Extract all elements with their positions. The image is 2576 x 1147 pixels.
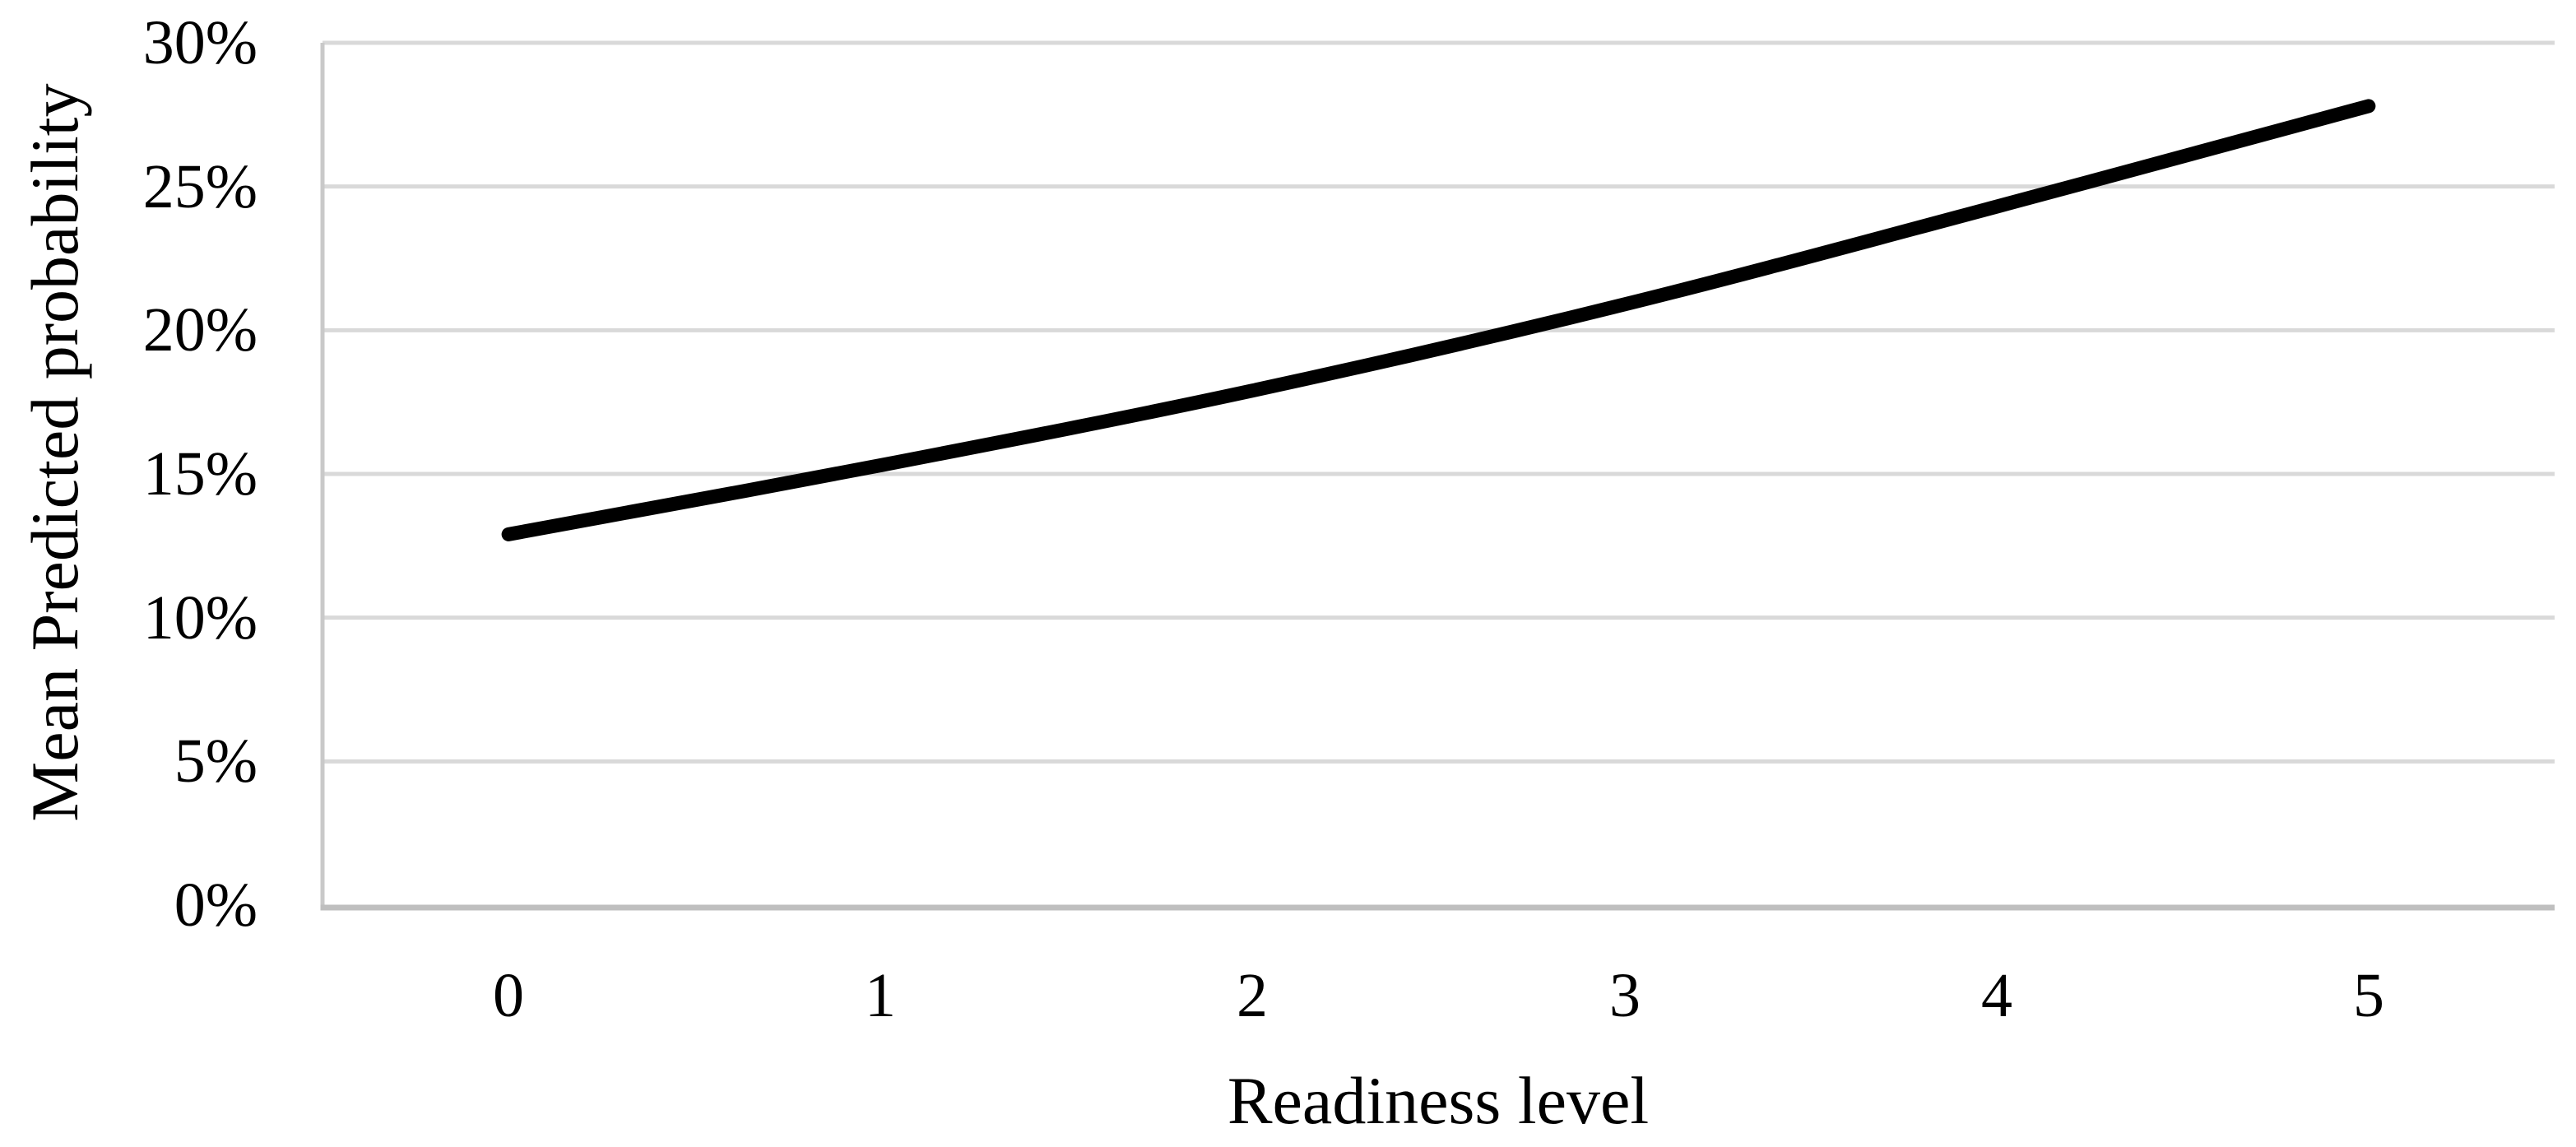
x-tick-label: 1 (865, 961, 896, 1030)
x-tick-label: 0 (493, 961, 524, 1030)
y-tick-label: 20% (142, 295, 258, 365)
y-tick-label: 15% (142, 439, 258, 508)
x-tick-label: 2 (1237, 961, 1268, 1030)
y-tick-label: 10% (142, 583, 258, 652)
y-tick-label: 30% (142, 8, 258, 77)
series-line (501, 99, 2376, 541)
y-tick-label: 0% (174, 871, 258, 940)
x-tick-label: 5 (2353, 961, 2384, 1030)
y-tick-label: 5% (174, 727, 258, 796)
x-axis-title: Readiness level (1227, 1063, 1650, 1138)
x-tick-label: 4 (1981, 961, 2012, 1030)
x-tick-label: 3 (1609, 961, 1641, 1030)
y-tick-label: 25% (142, 152, 258, 221)
y-axis-title: Mean Predicted probability (17, 83, 92, 822)
gridlines (323, 40, 2555, 764)
